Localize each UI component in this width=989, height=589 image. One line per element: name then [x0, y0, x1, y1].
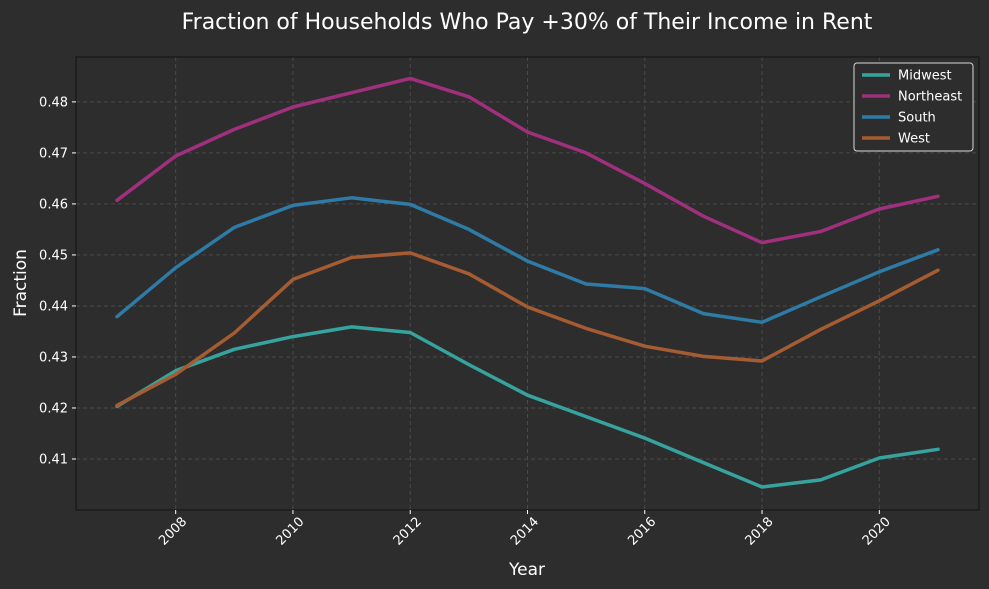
y-tick-label: 0.41: [39, 452, 68, 467]
y-tick-label: 0.44: [39, 299, 68, 314]
series-line-northeast: [115, 76, 940, 245]
y-tick-label: 0.42: [39, 401, 68, 416]
legend-box: [853, 62, 974, 152]
legend-label-midwest: Midwest: [898, 69, 952, 84]
series-line-west: [115, 251, 940, 408]
grid: [76, 57, 979, 510]
y-tick-label: 0.46: [39, 197, 68, 212]
y-tick-label: 0.45: [39, 248, 68, 263]
y-tick-label: 0.43: [39, 350, 68, 365]
legend: Midwest Northeast South West: [853, 62, 974, 152]
x-axis-label: Year: [508, 560, 545, 580]
legend-label-northeast: Northeast: [898, 90, 962, 105]
legend-label-south: South: [898, 111, 936, 126]
legend-label-west: West: [898, 132, 930, 147]
chart-title: Fraction of Households Who Pay +30% of T…: [182, 10, 873, 35]
y-axis-label: Fraction: [11, 249, 31, 317]
series-line-midwest: [115, 325, 940, 489]
y-tick-label: 0.48: [39, 95, 68, 110]
y-tick-label: 0.47: [39, 146, 68, 161]
y-axis-ticks: 0.41 0.42 0.43 0.44 0.45 0.46 0.47 0.48: [39, 95, 76, 467]
series-line-south: [115, 196, 940, 325]
series-lines: [115, 76, 940, 489]
